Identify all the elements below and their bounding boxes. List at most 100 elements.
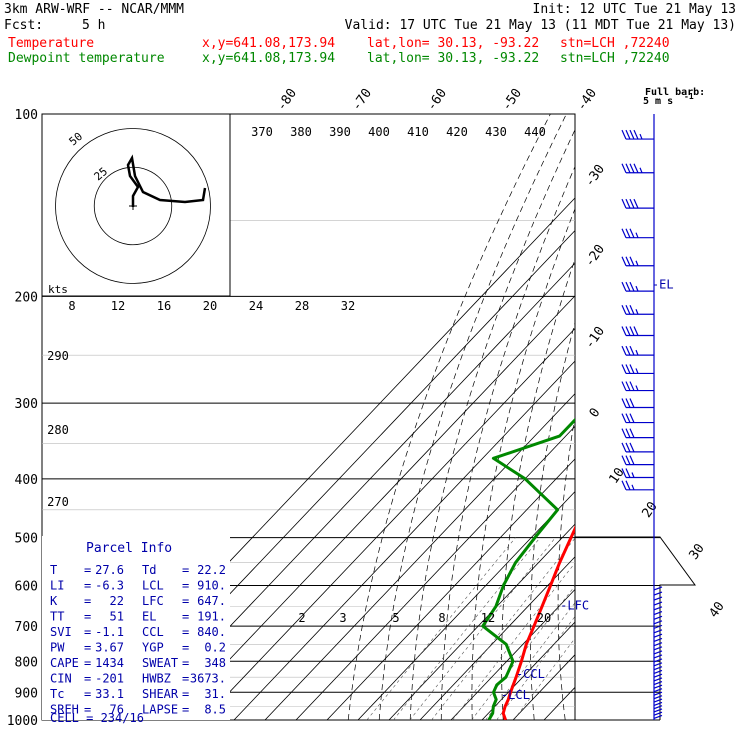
dry-adiabat-360 [661, 114, 727, 720]
level-marker-lcl: -LCL [501, 688, 530, 702]
theta-left-label-290: 290 [47, 349, 69, 363]
parcel-key-6: CAPE [50, 656, 79, 670]
wind-barb-low-970 [653, 708, 663, 713]
wind-barb-379 [621, 455, 654, 466]
isotherm--60 [233, 360, 575, 720]
parcel-key-1: LI [50, 579, 64, 593]
speed-scale-8: 8 [68, 299, 75, 313]
wind-barb-low-706 [653, 624, 663, 629]
dry-adiabat-270 [409, 129, 575, 720]
barb-key: Full barb: 5 m s -1 [643, 87, 705, 107]
wind-barb-250 [621, 345, 654, 356]
parcel-info-box: Parcel Info T = 27.6 Td = 22.2 LI = -6.3 LCL = 910.… [42, 536, 230, 725]
wind-barb-low-958 [653, 705, 663, 710]
isotherm-right--10: -10 [582, 324, 608, 352]
mixing-ratio-5 [431, 537, 575, 720]
parcel-key2-9: LAPSE [142, 703, 178, 717]
parcel-val-2: 22 [110, 594, 124, 608]
dry-adiabat-320 [557, 415, 575, 720]
theta-label-430: 430 [485, 125, 507, 139]
wind-barb-268 [621, 364, 654, 375]
parcel-val2-3: 191. [197, 610, 226, 624]
wind-barb-low-778 [653, 650, 663, 655]
dry-adiabat-380 [709, 114, 740, 720]
wind-barb-low-862 [653, 677, 663, 682]
parcel-cell: CELL = 234/16 [50, 711, 144, 725]
wind-barb-low-910 [653, 691, 663, 696]
level-marker-lfc: -LFC [560, 598, 589, 612]
parcel-eq2-1: = [182, 579, 189, 593]
dry-adiabat-280 [440, 165, 575, 720]
wind-barb-low-826 [653, 666, 663, 671]
barb-key-sup: -1 [684, 92, 694, 101]
parcel-val-6: 1434 [95, 656, 124, 670]
wind-barb-low-694 [653, 620, 663, 625]
theta-left-label-280: 280 [47, 423, 69, 437]
theta-label-390: 390 [329, 125, 351, 139]
pressure-label-1000: 1000 [7, 714, 38, 729]
isotherm-top--60: -60 [424, 86, 450, 114]
parcel-key-4: SVI [50, 625, 72, 639]
wind-barb-low-898 [653, 688, 663, 693]
parcel-eq2-6: = [182, 656, 189, 670]
pressure-label-900: 900 [15, 686, 38, 701]
parcel-eq-5: = [84, 641, 91, 655]
parcel-key-8: Tc [50, 687, 64, 701]
pressure-label-100: 100 [15, 108, 38, 123]
dry-adiabat-260 [378, 114, 567, 720]
parcel-eq2-2: = [182, 594, 189, 608]
parcel-val-3: 51 [110, 610, 124, 624]
isotherm--70 [202, 327, 575, 720]
init-time: Init: 12 UTC Tue 21 May 13 [533, 2, 737, 17]
parcel-val-8: 33.1 [95, 687, 124, 701]
parcel-key2-5: YGP [142, 641, 164, 655]
wind-barb-417 [621, 480, 654, 491]
dry-adiabat-310 [529, 321, 575, 720]
parcel-key2-3: EL [142, 610, 156, 624]
level-marker-ccl: -CCL [516, 667, 545, 681]
valid-time: Valid: 17 UTC Tue 21 May 13 (11 MDT Tue … [345, 18, 736, 33]
parcel-val-4: -1.1 [95, 625, 124, 639]
isotherm-30 [512, 654, 575, 720]
legend-name-1: Dewpoint temperature [8, 51, 165, 66]
wind-barb-column [621, 114, 663, 720]
legend-xy-1: x,y=641.08,173.94 [202, 51, 335, 66]
wind-barb-low-766 [653, 646, 663, 651]
parcel-eq-3: = [84, 610, 91, 624]
pressure-label-400: 400 [15, 473, 38, 488]
isotherm-top--70: -70 [349, 86, 375, 114]
isotherm-top--50: -50 [499, 86, 525, 114]
parcel-key-5: PW [50, 641, 65, 655]
parcel-key-7: CIN [50, 672, 72, 686]
parcel-key-2: K [50, 594, 58, 608]
wind-barb-125 [621, 163, 654, 174]
parcel-val-9: 76 [110, 703, 124, 717]
parcel-key2-7: HWBZ [142, 672, 171, 686]
isotherm-top--80: -80 [274, 86, 300, 114]
parcel-eq2-5: = [182, 641, 189, 655]
speed-scale-32: 32 [341, 299, 355, 313]
theta-label-400: 400 [368, 125, 390, 139]
isotherm-right-10: 10 [606, 465, 627, 486]
wind-barb-232 [621, 326, 654, 337]
wind-barb-low-814 [653, 662, 663, 667]
parcel-eq-6: = [84, 656, 91, 670]
parcel-eq-1: = [84, 579, 91, 593]
wind-barb-low-838 [653, 669, 663, 675]
isotherm-right-30: 30 [686, 541, 707, 562]
isotherm-0 [419, 556, 575, 720]
legend-latlon-0: lat,lon= 30.13, -93.22 [367, 36, 539, 51]
isotherm-20 [481, 621, 575, 720]
hodograph-frame [41, 113, 231, 297]
parcel-eq2-7: = [182, 672, 189, 686]
wind-barb-low-982 [653, 711, 663, 716]
parcel-val2-9: 8.5 [204, 703, 226, 717]
wind-barb-214 [621, 304, 654, 315]
wind-barb-342 [621, 428, 654, 439]
parcel-info-title: Parcel Info [86, 541, 172, 556]
wind-barb-low-934 [653, 698, 663, 703]
series-legend: Temperature x,y=641.08,173.94 lat,lon= 30.… [8, 36, 670, 66]
parcel-key-9: SREH [50, 703, 79, 717]
